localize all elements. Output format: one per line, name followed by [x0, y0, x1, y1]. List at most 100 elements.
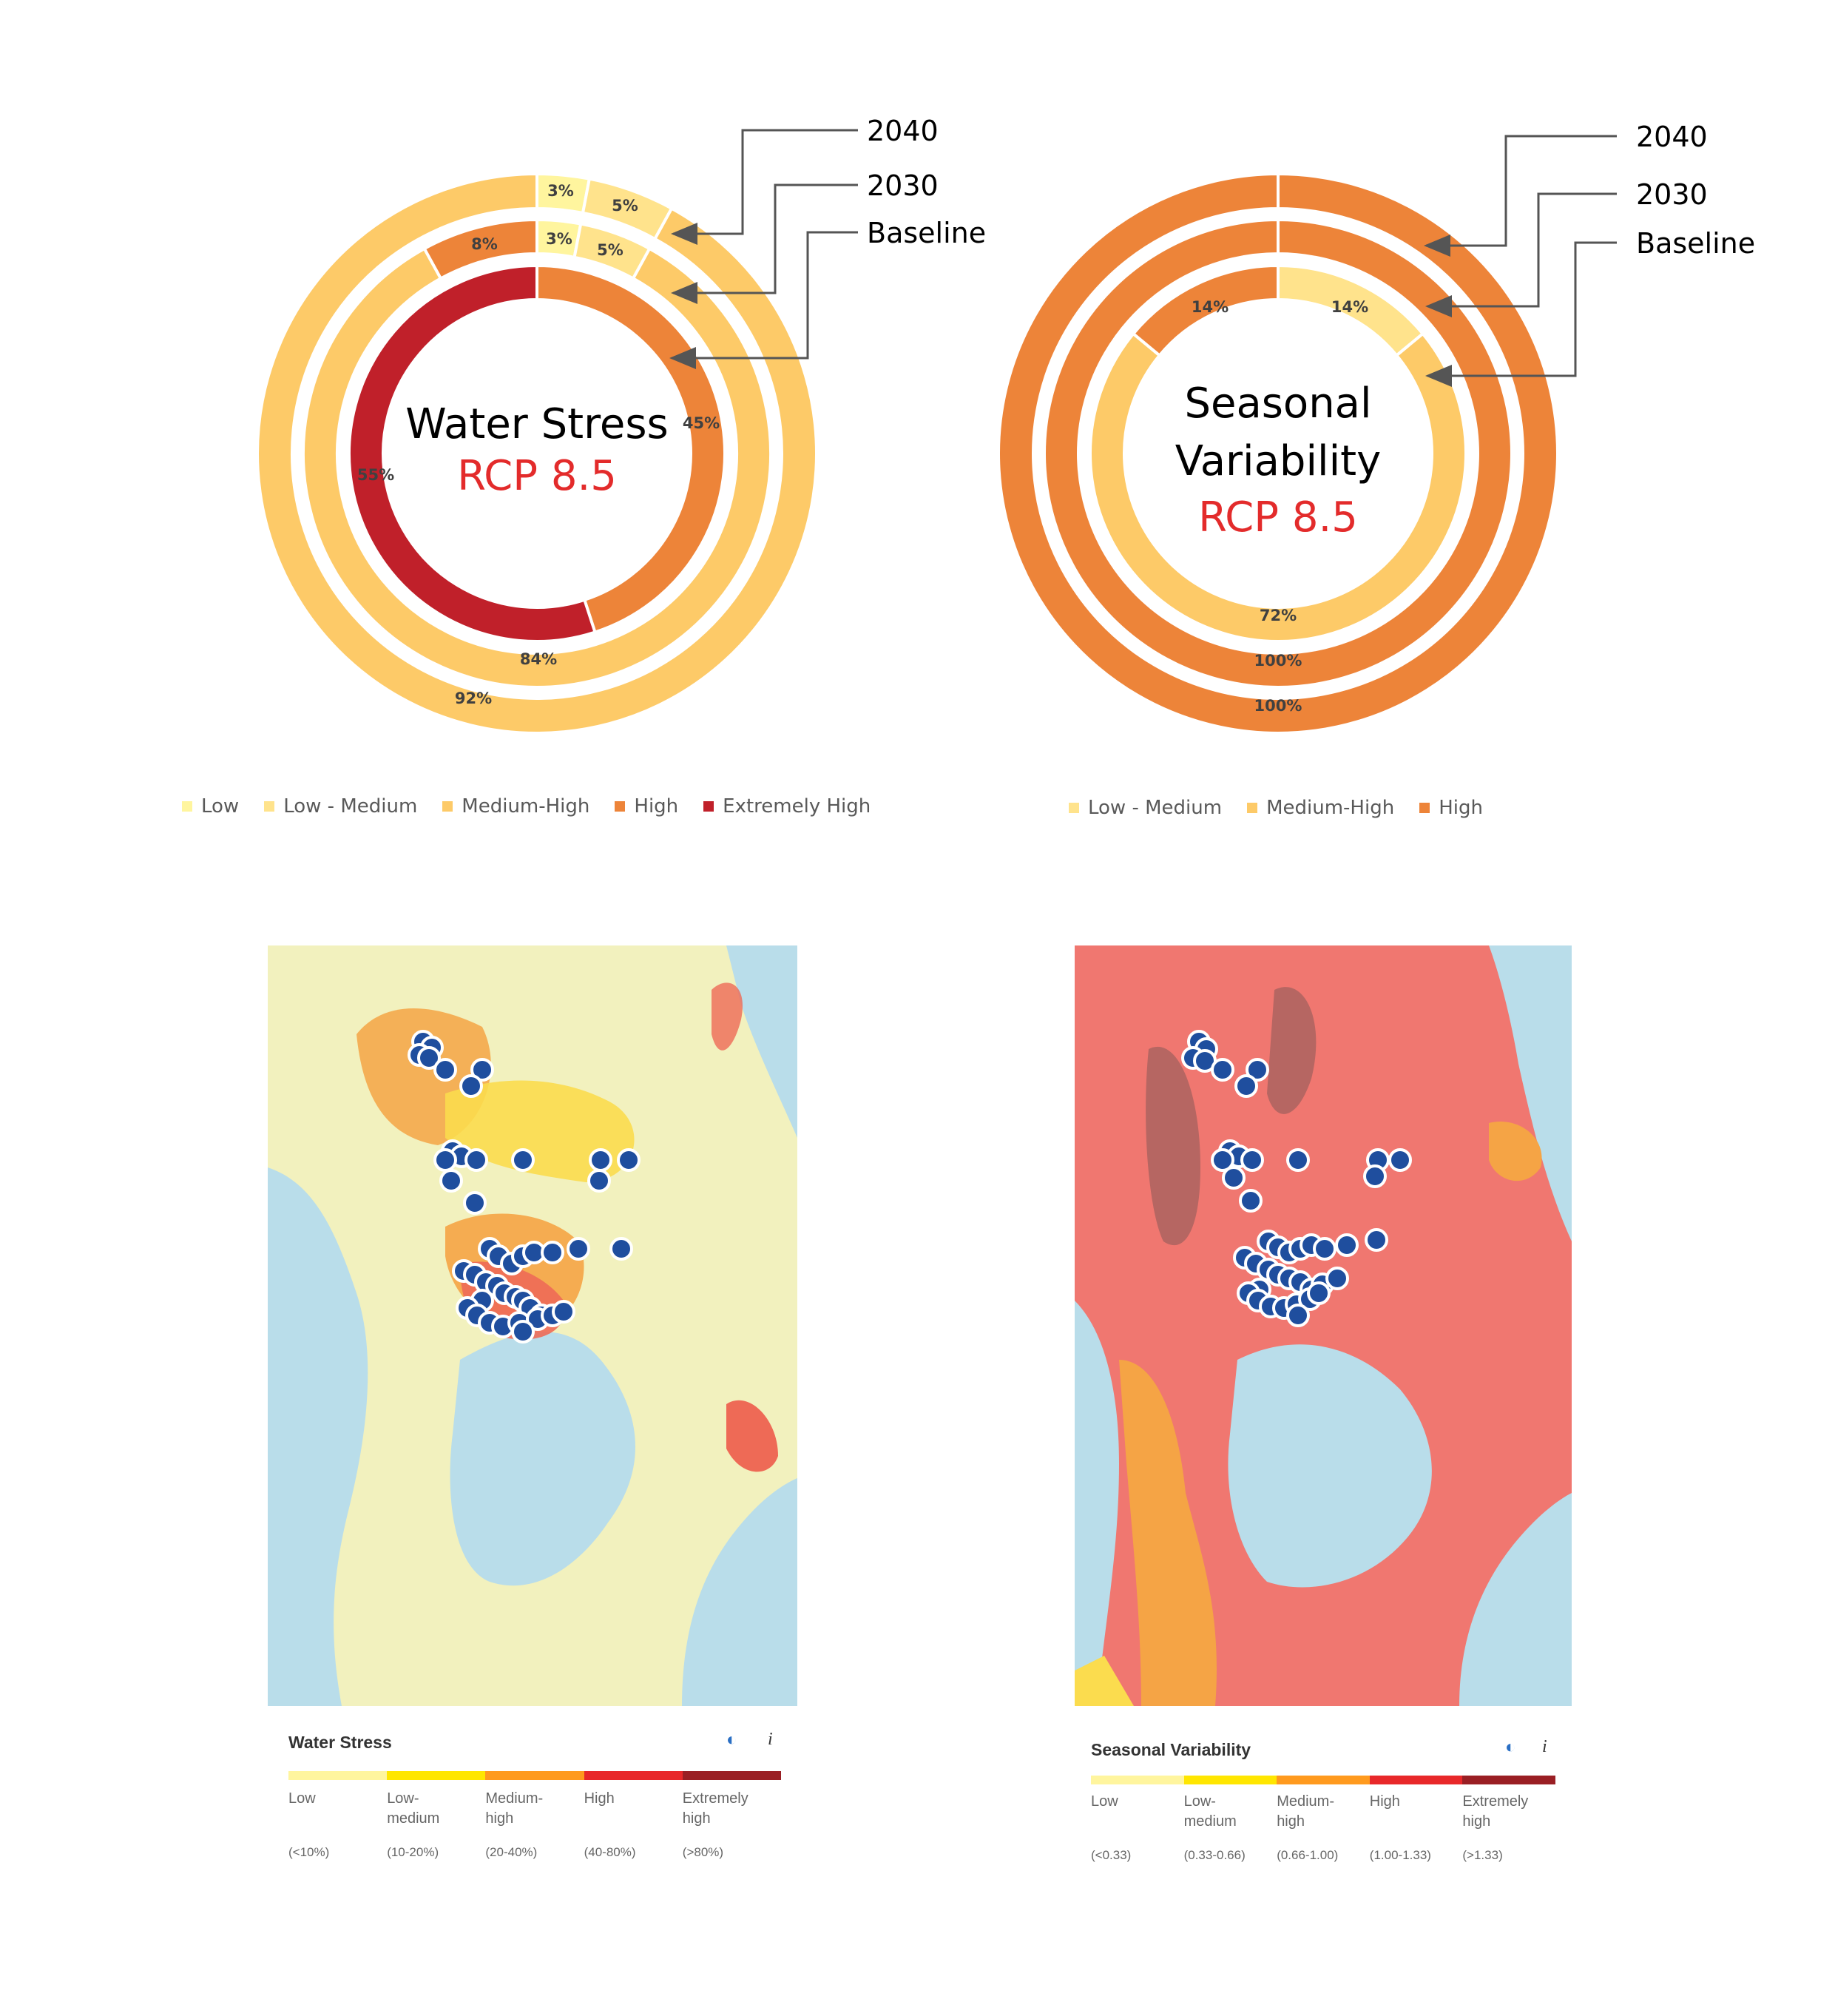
legend-class-range: (20-40%)	[485, 1845, 538, 1859]
half-circle-icon[interactable]: ◐	[726, 1730, 737, 1750]
high-stress-east	[726, 1400, 778, 1472]
legend-color-segment	[1462, 1776, 1555, 1784]
legend-item: Low	[182, 795, 239, 817]
legend-label: Medium-High	[1266, 797, 1395, 819]
extreme-variability-west	[1146, 1046, 1200, 1246]
legend-color-segment	[682, 1771, 782, 1780]
site-marker[interactable]	[1222, 1166, 1246, 1190]
site-marker[interactable]	[511, 1148, 535, 1172]
site-marker[interactable]	[1211, 1148, 1234, 1172]
site-marker[interactable]	[463, 1191, 487, 1215]
site-marker[interactable]	[1313, 1237, 1336, 1261]
legend-class-label: High	[1369, 1793, 1400, 1810]
site-marker[interactable]	[1246, 1058, 1269, 1082]
legend-class-label: Medium- high	[485, 1790, 544, 1827]
legend-class-range: (10-20%)	[387, 1845, 439, 1859]
legend-item: High	[615, 795, 678, 817]
legend-label: Medium-High	[462, 795, 590, 817]
gulf-of-tonkin	[726, 945, 797, 1138]
legend-class-range: (>1.33)	[1462, 1848, 1503, 1862]
site-marker[interactable]	[589, 1148, 612, 1172]
legend-color-segment	[1277, 1776, 1370, 1784]
site-marker[interactable]	[1335, 1233, 1359, 1257]
legend-class-range: (40-80%)	[584, 1845, 636, 1859]
site-marker[interactable]	[587, 1169, 611, 1193]
donut-segment-high	[1043, 218, 1513, 689]
andaman-sea	[1075, 1301, 1119, 1706]
site-marker[interactable]	[1286, 1148, 1310, 1172]
donut-data-label: 55%	[357, 466, 394, 484]
site-marker[interactable]	[1365, 1228, 1388, 1252]
legend-class-range: (>80%)	[682, 1845, 724, 1859]
donut-segment-high	[1131, 263, 1280, 358]
donut-subtitle: RCP 8.5	[1198, 493, 1358, 542]
site-marker[interactable]	[459, 1074, 483, 1098]
legend-class-range: (0.66-1.00)	[1277, 1848, 1339, 1862]
site-marker[interactable]	[1286, 1304, 1310, 1327]
legend-color-segment	[1183, 1776, 1277, 1784]
donut-data-label: 72%	[1260, 607, 1297, 624]
info-icon[interactable]: i	[768, 1730, 773, 1749]
site-markers[interactable]	[1181, 1030, 1412, 1327]
site-marker[interactable]	[433, 1148, 457, 1172]
donut-segment-high	[997, 172, 1559, 735]
site-marker[interactable]	[1239, 1189, 1263, 1213]
legend-class-range: (0.33-0.66)	[1183, 1848, 1246, 1862]
legend-color-segment	[387, 1771, 486, 1780]
site-marker[interactable]	[1325, 1267, 1349, 1290]
site-marker[interactable]	[1211, 1058, 1234, 1082]
site-marker[interactable]	[1234, 1074, 1258, 1098]
legend-class-label: High	[584, 1790, 615, 1807]
legend-color-segment	[1091, 1776, 1184, 1784]
half-circle-icon[interactable]: ◐	[1505, 1737, 1516, 1757]
donut-data-label: 8%	[471, 235, 498, 253]
water-stress-map-legend: Water Stress ◐ i Low (<10%) Low- medium (10…	[268, 1706, 797, 1859]
site-marker[interactable]	[439, 1169, 463, 1193]
south-china-sea	[1459, 1493, 1572, 1706]
site-marker[interactable]	[552, 1300, 575, 1324]
gulf-of-tonkin	[1489, 945, 1572, 1241]
donut-data-label: 84%	[520, 650, 557, 668]
site-marker[interactable]	[609, 1237, 633, 1261]
ring-label-baseline: Baseline	[867, 217, 986, 249]
site-marker[interactable]	[617, 1148, 641, 1172]
ring-label-2040: 2040	[1636, 121, 1708, 153]
donut-data-label: 100%	[1254, 697, 1302, 715]
legend-swatch	[615, 801, 626, 812]
ring-label-baseline: Baseline	[1636, 227, 1755, 260]
legend-label: High	[634, 795, 679, 817]
legend-color-segment	[1369, 1776, 1463, 1784]
legend-label: Extremely High	[723, 795, 871, 817]
seasonal-variability-map[interactable]	[1075, 945, 1572, 1706]
water-stress-map[interactable]	[268, 945, 797, 1706]
legend-item: Low - Medium	[264, 795, 417, 817]
site-marker[interactable]	[567, 1237, 590, 1261]
legend-swatch	[1069, 803, 1079, 813]
site-marker[interactable]	[1307, 1281, 1331, 1305]
site-marker[interactable]	[1363, 1164, 1387, 1188]
site-markers[interactable]	[408, 1030, 641, 1344]
seasonal-variability-donut-legend: Low - Medium Medium-High High	[1069, 797, 1508, 819]
legend-label: Low - Medium	[1088, 797, 1223, 819]
legend-class-range: (<0.33)	[1091, 1848, 1132, 1862]
legend-color-segment	[485, 1771, 584, 1780]
legend-label: Low - Medium	[283, 795, 418, 817]
legend-label: Low	[201, 795, 240, 817]
site-marker[interactable]	[433, 1058, 457, 1082]
site-marker[interactable]	[511, 1320, 535, 1344]
legend-label: High	[1439, 797, 1483, 819]
site-marker[interactable]	[464, 1148, 488, 1172]
legend-color-bar	[288, 1771, 782, 1780]
donut-data-label: 100%	[1254, 652, 1302, 670]
gulf-of-thailand	[450, 1332, 636, 1586]
site-marker[interactable]	[470, 1058, 494, 1082]
legend-class-range: (<10%)	[288, 1845, 330, 1859]
donut-data-label: 45%	[683, 414, 720, 432]
info-icon[interactable]: i	[1542, 1737, 1547, 1756]
site-marker[interactable]	[417, 1046, 441, 1070]
site-marker[interactable]	[1240, 1148, 1264, 1172]
site-marker[interactable]	[1388, 1148, 1412, 1172]
site-marker[interactable]	[541, 1241, 564, 1264]
legend-swatch	[703, 801, 714, 812]
legend-class-label: Medium- high	[1277, 1793, 1334, 1830]
